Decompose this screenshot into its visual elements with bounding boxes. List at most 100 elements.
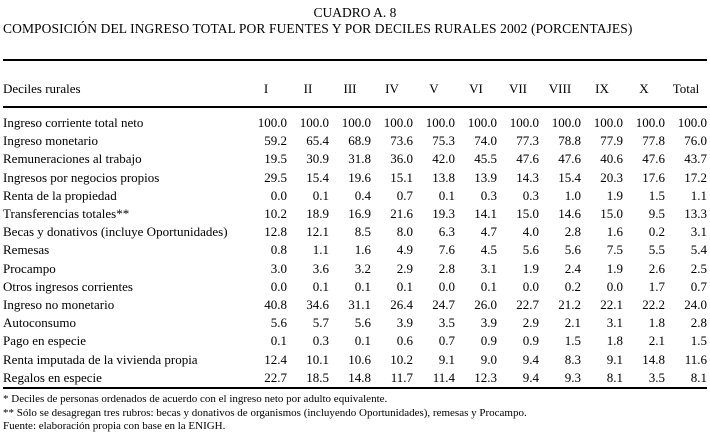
cell-value: 1.0 — [564, 187, 581, 203]
cell-value: 2.8 — [690, 315, 707, 331]
table-body: Ingreso corriente total neto 100.0 100.0 10… — [3, 107, 707, 388]
cell-value: 3.9 — [480, 315, 497, 331]
table-row: Ingreso no monetario 40.8 34.6 31.1 26.4 24.7… — [3, 296, 707, 314]
column-header-deciles-rurales: Deciles rurales — [3, 60, 245, 108]
cell-value: 0.7 — [396, 187, 413, 203]
cell-value: 18.5 — [306, 369, 329, 385]
row-label: Ingreso corriente total neto — [3, 115, 144, 130]
cell-value: 26.4 — [390, 297, 413, 313]
cell-value: 77.8 — [642, 133, 665, 149]
cell-value: 26.0 — [474, 297, 497, 313]
cell-value: 73.6 — [390, 133, 413, 149]
cell-value: 0.4 — [354, 187, 371, 203]
cell-value: 3.6 — [312, 260, 329, 276]
cell-value: 15.0 — [600, 206, 623, 222]
cell-value: 9.1 — [606, 351, 623, 367]
cell-value: 0.3 — [312, 333, 329, 349]
cell-value: 16.9 — [348, 206, 371, 222]
footnote-desagregacion: ** Sólo se desagregan tres rubros: becas… — [3, 406, 527, 419]
document-page: CUADRO A. 8 COMPOSICIÓN DEL INGRESO TOTA… — [0, 5, 710, 434]
cell-value: 1.9 — [522, 260, 539, 276]
cell-value: 1.5 — [690, 333, 707, 349]
cell-value: 1.8 — [606, 333, 623, 349]
cell-value: 100.0 — [467, 115, 497, 130]
table-row: Pago en especie 0.1 0.3 0.1 0.6 0.7 0.9 0.9 1.5 1… — [3, 332, 707, 350]
cell-value: 0.7 — [690, 278, 707, 294]
header-row: Deciles rurales I II III IV V VI VII VIII IX X Tot… — [3, 60, 707, 108]
cell-value: 22.7 — [516, 297, 539, 313]
cell-value: 17.6 — [642, 169, 665, 185]
cell-value: 45.5 — [474, 151, 497, 167]
cell-value: 100.0 — [593, 115, 623, 130]
table-row: Remuneraciones al trabajo 19.5 30.9 31.8 36.… — [3, 150, 707, 168]
cell-value: 100.0 — [341, 115, 371, 130]
row-label: Transferencias totales** — [3, 206, 130, 222]
column-header-ii: II — [287, 60, 329, 108]
cell-value: 1.5 — [564, 333, 581, 349]
cell-value: 21.6 — [390, 206, 413, 222]
cell-value: 9.3 — [564, 369, 581, 385]
cell-value: 2.5 — [690, 260, 707, 276]
cell-value: 0.1 — [396, 278, 413, 294]
cell-value: 11.6 — [684, 351, 707, 367]
cell-value: 31.8 — [348, 151, 371, 167]
table-number-title: CUADRO A. 8 — [313, 5, 397, 20]
cell-value: 2.9 — [396, 260, 413, 276]
cell-value: 11.4 — [432, 369, 455, 385]
cell-value: 100.0 — [299, 115, 329, 130]
cell-value: 43.7 — [684, 151, 707, 167]
cell-value: 34.6 — [306, 297, 329, 313]
cell-value: 0.0 — [270, 187, 287, 203]
cell-value: 100.0 — [635, 115, 665, 130]
cell-value: 0.2 — [648, 224, 665, 240]
cell-value: 15.1 — [390, 169, 413, 185]
cell-value: 5.7 — [312, 315, 329, 331]
cell-value: 21.2 — [558, 297, 581, 313]
row-label: Regalos en especie — [3, 369, 102, 385]
cell-value: 0.9 — [480, 333, 497, 349]
cell-value: 29.5 — [264, 169, 287, 185]
row-label: Ingreso no monetario — [3, 297, 115, 313]
row-label: Autoconsumo — [3, 315, 76, 331]
table-row: Becas y donativos (incluye Oportunidades… — [3, 223, 707, 241]
cell-value: 9.0 — [480, 351, 497, 367]
cell-value: 0.3 — [522, 187, 539, 203]
cell-value: 19.6 — [348, 169, 371, 185]
cell-value: 3.5 — [648, 369, 665, 385]
cell-value: 100.0 — [677, 115, 707, 130]
cell-value: 15.4 — [558, 169, 581, 185]
cell-value: 5.6 — [354, 315, 371, 331]
cell-value: 100.0 — [257, 115, 287, 130]
cell-value: 2.6 — [648, 260, 665, 276]
cell-value: 36.0 — [390, 151, 413, 167]
cell-value: 14.6 — [558, 206, 581, 222]
table-head: Deciles rurales I II III IV V VI VII VIII IX X Tot… — [3, 60, 707, 108]
cell-value: 0.1 — [354, 333, 371, 349]
row-label: Pago en especie — [3, 333, 87, 349]
table-row: Renta de la propiedad 0.0 0.1 0.4 0.7 0.1 0.3 0… — [3, 187, 707, 205]
cell-value: 100.0 — [509, 115, 539, 130]
cell-value: 3.1 — [690, 224, 707, 240]
cell-value: 2.8 — [564, 224, 581, 240]
cell-value: 7.5 — [606, 242, 623, 258]
row-label: Remuneraciones al trabajo — [3, 151, 142, 167]
cell-value: 59.2 — [264, 133, 287, 149]
cell-value: 9.1 — [438, 351, 455, 367]
cell-value: 11.7 — [390, 369, 413, 385]
row-label: Renta imputada de la vivienda propia — [3, 351, 198, 367]
cell-value: 40.8 — [264, 297, 287, 313]
cell-value: 77.3 — [516, 133, 539, 149]
table-row: Autoconsumo 5.6 5.7 5.6 3.9 3.5 3.9 2.9 2.1 3.1 1.… — [3, 314, 707, 332]
cell-value: 24.0 — [684, 297, 707, 313]
row-label: Procampo — [3, 260, 56, 276]
cell-value: 1.9 — [606, 260, 623, 276]
cell-value: 17.2 — [684, 169, 707, 185]
column-header-i: I — [245, 60, 287, 108]
cell-value: 9.4 — [522, 351, 539, 367]
cell-value: 75.3 — [432, 133, 455, 149]
cell-value: 47.6 — [516, 151, 539, 167]
cell-value: 1.9 — [606, 187, 623, 203]
cell-value: 8.1 — [606, 369, 623, 385]
cell-value: 8.3 — [564, 351, 581, 367]
cell-value: 0.0 — [438, 278, 455, 294]
